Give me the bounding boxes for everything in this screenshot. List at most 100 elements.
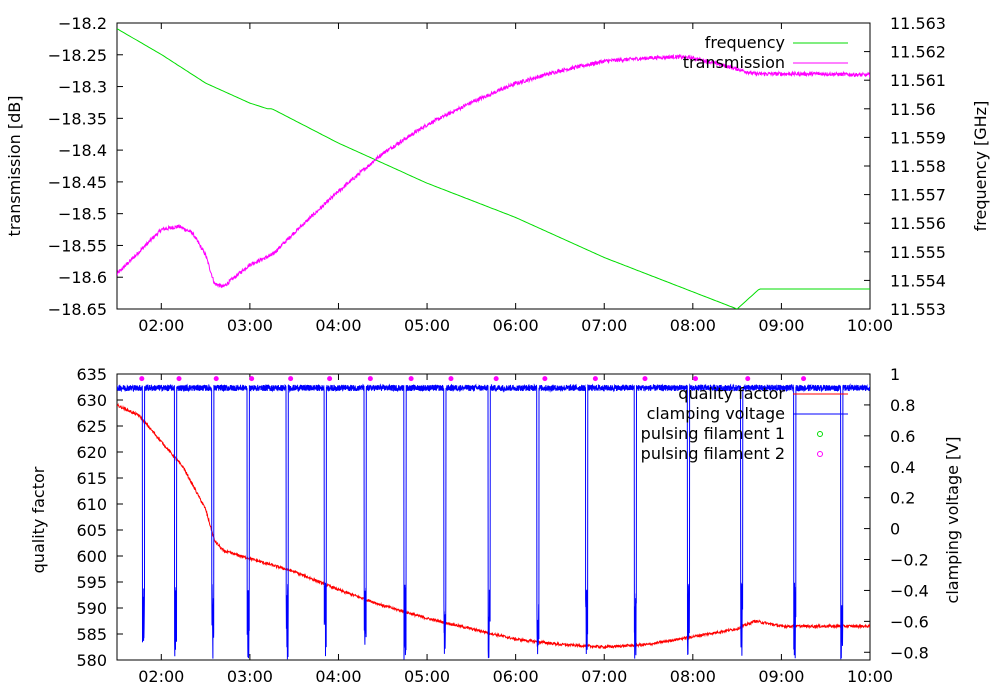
top-x-tick-label: 02:00 [138, 316, 184, 335]
bottom-y-tick-label: 615 [76, 469, 107, 488]
bottom-y-tick-label: 635 [76, 365, 107, 384]
bottom-y2-tick-label: −0.8 [890, 643, 929, 662]
series-frequency [117, 28, 870, 309]
legend-label-transmission: transmission [683, 53, 785, 72]
top-x-tick-label: 05:00 [404, 316, 450, 335]
marker-pulsing-filament-2 [745, 376, 751, 382]
marker-pulsing-filament-2 [367, 376, 373, 382]
top-y2-tick-label: 11.555 [890, 243, 946, 262]
top-x-tick-label: 06:00 [493, 316, 539, 335]
bottom-x-tick-label: 02:00 [138, 667, 184, 686]
legend-label-clamping-voltage: clamping voltage [647, 404, 785, 423]
bottom-x-tick-label: 08:00 [670, 667, 716, 686]
marker-pulsing-filament-2 [327, 376, 333, 382]
series-quality-factor [117, 402, 870, 650]
bottom-right-axis-label: clamping voltage [V] [943, 437, 962, 604]
marker-pulsing-filament-2 [542, 376, 548, 382]
bottom-x-tick-label: 09:00 [758, 667, 804, 686]
bottom-x-tick-label: 04:00 [315, 667, 361, 686]
top-x-tick-label: 09:00 [758, 316, 804, 335]
marker-pulsing-filament-2 [642, 376, 648, 382]
top-plot-area [117, 28, 870, 309]
bottom-y2-tick-label: 0.2 [890, 489, 915, 508]
legend-swatch-pulsing-filament-2 [817, 451, 823, 457]
bottom-y-tick-label: 630 [76, 391, 107, 410]
bottom-y-tick-label: 580 [76, 651, 107, 670]
marker-pulsing-filament-2 [801, 376, 807, 382]
top-y-tick-label: −18.35 [48, 109, 107, 128]
bottom-plot-frame [116, 373, 871, 661]
marker-pulsing-filament-2 [139, 376, 145, 382]
top-panel: transmission [dB] frequency [GHz] 02:00 0… [5, 14, 990, 335]
bottom-y2-tick-label: 0.4 [890, 458, 915, 477]
top-y2-tick-label: 11.557 [890, 186, 946, 205]
marker-pulsing-filament-2 [448, 376, 454, 382]
bottom-y2-tick-label: 0 [890, 520, 900, 539]
top-x-tick-label: 07:00 [581, 316, 627, 335]
bottom-plot-area [117, 376, 870, 660]
top-y2-tick-label: 11.562 [890, 43, 946, 62]
bottom-y2-tick-label: 1 [890, 365, 900, 384]
top-y-tick-label: −18.5 [58, 205, 107, 224]
marker-pulsing-filament-2 [288, 376, 294, 382]
bottom-y2-tick-label: −0.6 [890, 612, 929, 631]
top-y2-tick-label: 11.553 [890, 300, 946, 319]
bottom-y-tick-label: 605 [76, 521, 107, 540]
legend-label-quality-factor: quality factor [678, 384, 785, 403]
bottom-y2-tick-label: 0.6 [890, 427, 915, 446]
bottom-y2-tick-label: −0.2 [890, 551, 929, 570]
top-y2-tick-label: 11.561 [890, 71, 946, 90]
top-x-tick-label: 10:00 [847, 316, 893, 335]
top-y2-tick-label: 11.56 [890, 100, 936, 119]
marker-pulsing-filament-2 [692, 376, 698, 382]
top-y-tick-label: −18.4 [58, 141, 107, 160]
bottom-y2-tick-label: −0.4 [890, 581, 929, 600]
top-y2-tick-label: 11.563 [890, 14, 946, 33]
top-x-tick-label: 03:00 [227, 316, 273, 335]
bottom-panel: quality factor clamping voltage [V] 02:0… [29, 365, 962, 686]
legend-swatch-pulsing-filament-1 [817, 431, 823, 437]
bottom-y-tick-label: 600 [76, 547, 107, 566]
bottom-x-tick-label: 07:00 [581, 667, 627, 686]
top-y2-tick-label: 11.554 [890, 271, 946, 290]
top-y-tick-label: −18.3 [58, 78, 107, 97]
marker-pulsing-filament-2 [592, 376, 598, 382]
top-y-tick-label: −18.45 [48, 173, 107, 192]
top-x-tick-label: 04:00 [315, 316, 361, 335]
top-y-tick-label: −18.55 [48, 236, 107, 255]
bottom-y-tick-label: 610 [76, 495, 107, 514]
bottom-x-tick-label: 03:00 [227, 667, 273, 686]
series-clamping-voltage [117, 383, 870, 660]
marker-pulsing-filament-2 [493, 376, 499, 382]
bottom-y-tick-label: 590 [76, 599, 107, 618]
top-left-axis-label: transmission [dB] [5, 96, 24, 237]
bottom-y2-tick-label: 0.8 [890, 396, 915, 415]
bottom-y-tick-label: 585 [76, 625, 107, 644]
top-y-tick-label: −18.2 [58, 14, 107, 33]
marker-pulsing-filament-2 [176, 376, 182, 382]
legend-label-frequency: frequency [705, 33, 785, 52]
legend-label-pulsing-filament-2: pulsing filament 2 [641, 444, 785, 463]
top-y2-tick-label: 11.558 [890, 157, 946, 176]
top-x-tick-label: 08:00 [670, 316, 716, 335]
bottom-x-tick-label: 10:00 [847, 667, 893, 686]
bottom-y-tick-label: 620 [76, 443, 107, 462]
top-y-tick-label: −18.65 [48, 300, 107, 319]
top-y-tick-label: −18.25 [48, 46, 107, 65]
bottom-x-tick-label: 06:00 [493, 667, 539, 686]
bottom-y-tick-label: 595 [76, 573, 107, 592]
bottom-y-tick-label: 625 [76, 417, 107, 436]
bottom-left-axis-label: quality factor [29, 466, 48, 573]
top-y2-tick-label: 11.556 [890, 214, 946, 233]
marker-pulsing-filament-2 [249, 376, 255, 382]
top-y2-tick-label: 11.559 [890, 128, 946, 147]
top-y-tick-label: −18.6 [58, 268, 107, 287]
marker-pulsing-filament-2 [408, 376, 414, 382]
top-right-axis-label: frequency [GHz] [971, 101, 990, 232]
series-transmission [117, 53, 870, 289]
marker-pulsing-filament-2 [213, 376, 219, 382]
bottom-x-tick-label: 05:00 [404, 667, 450, 686]
